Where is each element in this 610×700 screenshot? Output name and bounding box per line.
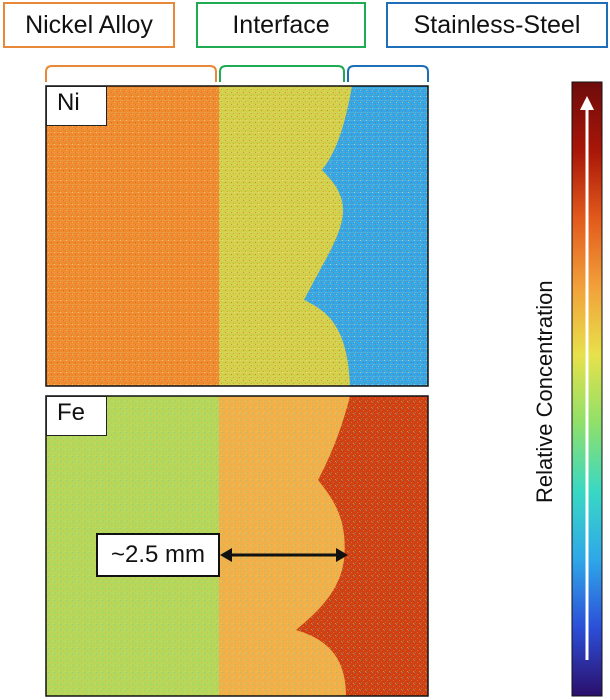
stainless-steel-label: Stainless-Steel [413, 10, 581, 39]
fe-panel-border [45, 395, 429, 697]
nickel-alloy-bracket [45, 65, 217, 82]
nickel-alloy-label: Nickel Alloy [25, 10, 153, 39]
fe-panel-label: Fe [46, 396, 107, 436]
ni-panel-label: Ni [46, 86, 107, 126]
colorbar-arrow [580, 96, 594, 660]
width-measurement-arrow [220, 548, 348, 562]
distance-annotation-text: ~2.5 mm [110, 541, 206, 568]
interface-label: Interface [232, 10, 330, 39]
stainless-steel-bracket [347, 65, 429, 82]
distance-annotation: ~2.5 mm [96, 533, 220, 577]
stainless-steel-header: Stainless-Steel [386, 2, 608, 48]
nickel-alloy-header: Nickel Alloy [3, 2, 175, 48]
ni-map-panel [45, 85, 429, 387]
colorbar-label: Relative Concentration [532, 280, 557, 503]
fe-map-panel [45, 395, 429, 697]
interface-header: Interface [196, 2, 366, 48]
ni-panel-border [45, 85, 429, 387]
interface-bracket [219, 65, 345, 82]
